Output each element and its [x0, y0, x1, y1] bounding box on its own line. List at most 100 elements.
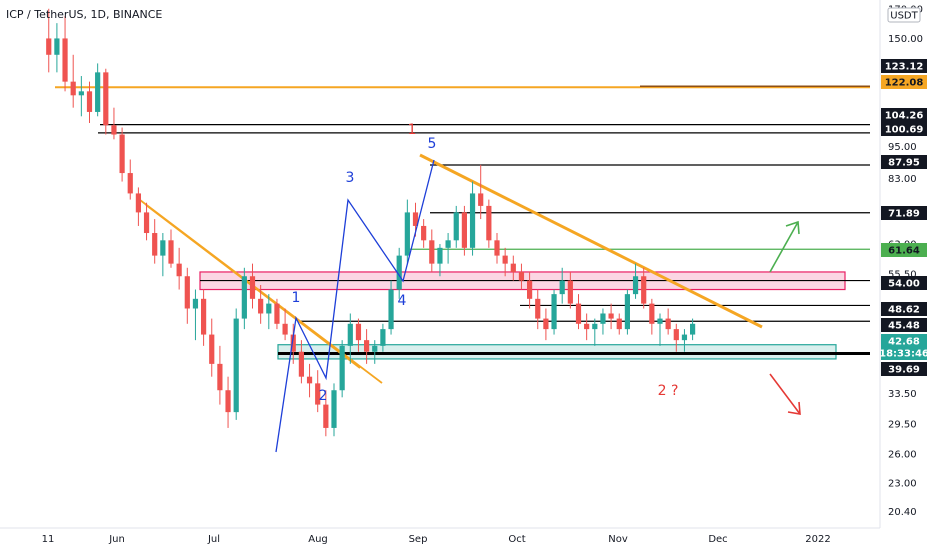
candle: [535, 289, 541, 330]
wave-label: 1: [408, 122, 417, 138]
candle: [681, 329, 688, 352]
candle: [372, 340, 378, 364]
time-axis[interactable]: 11 Jun Jul Aug Sep Oct Nov Dec 2022: [0, 527, 880, 545]
price-tag: 122.08: [881, 75, 927, 89]
candle: [192, 289, 199, 341]
svg-text:48.62: 48.62: [888, 305, 920, 316]
candle: [421, 219, 427, 248]
svg-text:87.95: 87.95: [888, 158, 920, 169]
candle: [274, 298, 280, 330]
candle: [518, 263, 525, 290]
candle: [453, 205, 459, 248]
price-tick-label: 150.00: [888, 34, 923, 45]
horizontal-level-layer: [55, 85, 870, 356]
candle: [527, 271, 533, 309]
price-axis[interactable]: 170.00150.00110.0095.0083.0063.0055.5033…: [879, 0, 929, 528]
candle: [592, 318, 598, 346]
candle: [486, 199, 492, 248]
candle: [575, 294, 582, 330]
candle: [209, 318, 215, 377]
candle: [241, 267, 247, 330]
candle: [445, 233, 451, 264]
candle: [339, 340, 345, 398]
candle: [315, 370, 321, 413]
candle: [502, 247, 508, 277]
candle: [355, 318, 362, 352]
arrow-up-icon: [769, 220, 800, 273]
candle: [127, 159, 133, 200]
price-tag: 18:33:46: [879, 346, 929, 360]
svg-text:123.12: 123.12: [885, 62, 924, 73]
candle: [258, 285, 264, 324]
time-tick-label: Jul: [207, 534, 220, 545]
candle: [600, 308, 606, 335]
candle: [135, 187, 141, 226]
candle: [54, 23, 60, 73]
candle: [624, 289, 630, 335]
price-tick-label: 95.00: [888, 142, 917, 153]
time-tick-label: Oct: [508, 534, 525, 545]
candle: [152, 219, 158, 264]
candle: [70, 54, 76, 108]
wave-label: 4: [398, 293, 407, 309]
candle: [478, 164, 484, 220]
price-tag: 54.00: [881, 276, 927, 290]
candle: [46, 8, 52, 73]
price-tick-label: 23.00: [888, 478, 917, 489]
wave-label: 5: [428, 136, 437, 152]
wave-label: 2 ?: [658, 383, 679, 399]
price-tag: 42.68: [881, 334, 927, 348]
price-tag: 123.12: [881, 59, 927, 73]
candle: [143, 202, 150, 241]
candle: [632, 263, 639, 299]
candle: [95, 63, 101, 117]
svg-text:71.89: 71.89: [888, 209, 920, 220]
candle: [184, 267, 190, 324]
zone-support: [277, 344, 837, 360]
price-tick-label: 83.00: [888, 174, 917, 185]
candle: [551, 289, 557, 335]
price-tag: 100.69: [881, 122, 927, 136]
candle: [233, 308, 239, 420]
candle: [323, 390, 329, 437]
candle: [290, 323, 296, 364]
candle: [111, 107, 117, 140]
candle: [396, 247, 402, 299]
candle: [673, 323, 679, 352]
candle: [249, 263, 256, 309]
candle: [168, 229, 174, 268]
svg-text:45.48: 45.48: [888, 321, 920, 332]
candle: [690, 318, 696, 341]
candle: [641, 267, 647, 309]
price-tick-label: 26.00: [888, 449, 917, 460]
price-tag: 71.89: [881, 206, 927, 220]
svg-text:54.00: 54.00: [888, 279, 920, 290]
candle: [665, 308, 671, 335]
time-tick-label: Dec: [708, 534, 727, 545]
price-tag: 39.69: [881, 362, 927, 376]
time-tick-label: 11: [42, 534, 55, 545]
candle: [86, 81, 93, 123]
arrow-down-icon: [769, 373, 801, 415]
price-tick-label: 55.50: [888, 270, 917, 281]
candle: [469, 181, 476, 256]
time-tick-label: Sep: [409, 534, 428, 545]
candle: [616, 313, 622, 335]
candle: [429, 229, 435, 272]
svg-text:100.69: 100.69: [885, 125, 924, 136]
candle: [657, 313, 663, 346]
wave-path: [275, 159, 435, 453]
candle: [388, 280, 394, 335]
svg-text:61.64: 61.64: [888, 246, 920, 257]
candle: [306, 363, 313, 398]
candle: [494, 233, 500, 264]
candle: [567, 271, 573, 309]
candle: [380, 323, 386, 352]
currency-badge[interactable]: USDT: [887, 7, 921, 23]
chart-title: ICP / TetherUS, 1D, BINANCE: [6, 8, 162, 21]
candle: [217, 345, 223, 405]
candle: [103, 68, 109, 135]
price-tick-label: 20.40: [888, 507, 917, 518]
